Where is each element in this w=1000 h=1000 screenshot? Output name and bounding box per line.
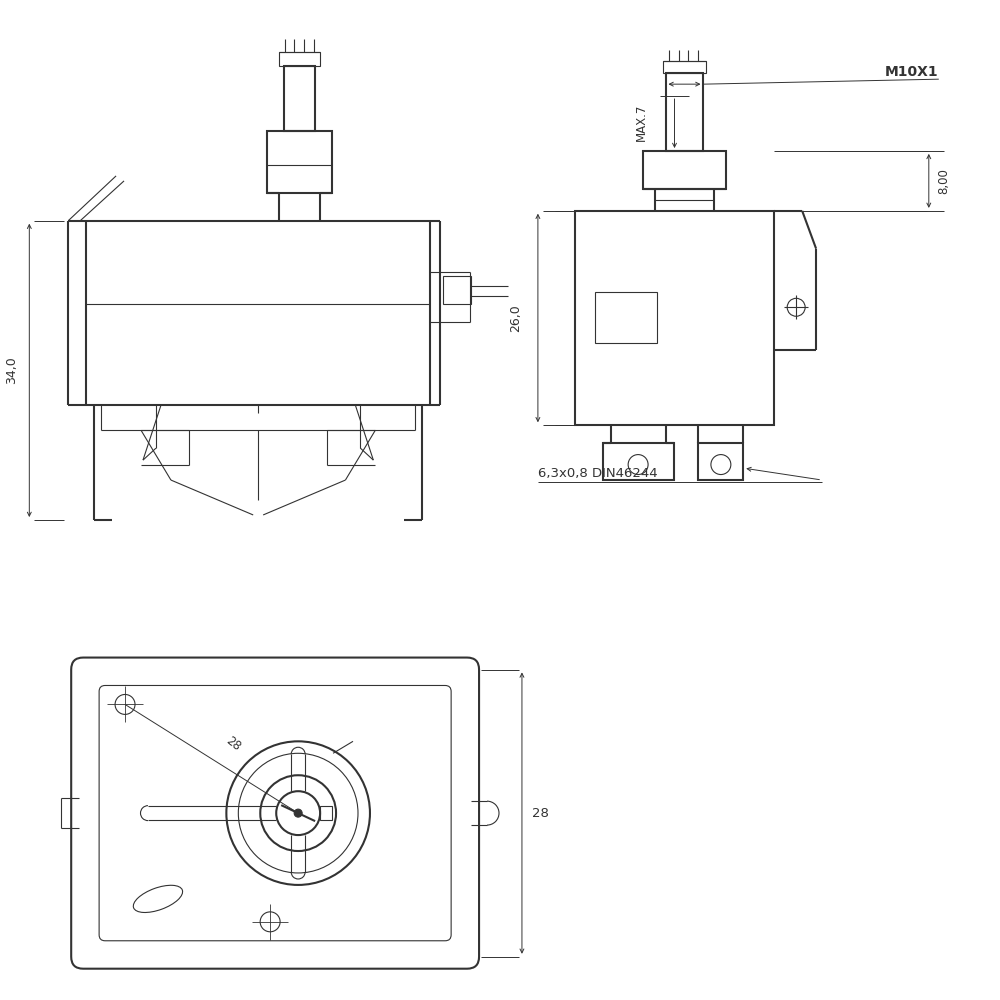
Bar [603,443,674,480]
Bar [663,61,706,73]
Bar [320,806,332,820]
Text: M10X1: M10X1 [885,65,939,79]
Circle shape [294,809,302,817]
Text: 8,00: 8,00 [937,168,950,194]
Bar [575,211,774,425]
Text: 26,0: 26,0 [509,304,522,332]
Text: MAX.7: MAX.7 [635,104,648,141]
Text: 34,0: 34,0 [5,356,18,384]
Text: 28: 28 [532,807,549,820]
Bar [666,73,703,151]
Text: 6,3x0,8 DIN46244: 6,3x0,8 DIN46244 [538,467,658,480]
Bar [284,66,315,131]
Bar [595,292,657,343]
Bar [267,131,332,193]
Bar [279,52,320,66]
Text: 28: 28 [224,734,243,754]
Bar [443,276,471,304]
Bar [643,151,726,189]
Bar [698,443,743,480]
